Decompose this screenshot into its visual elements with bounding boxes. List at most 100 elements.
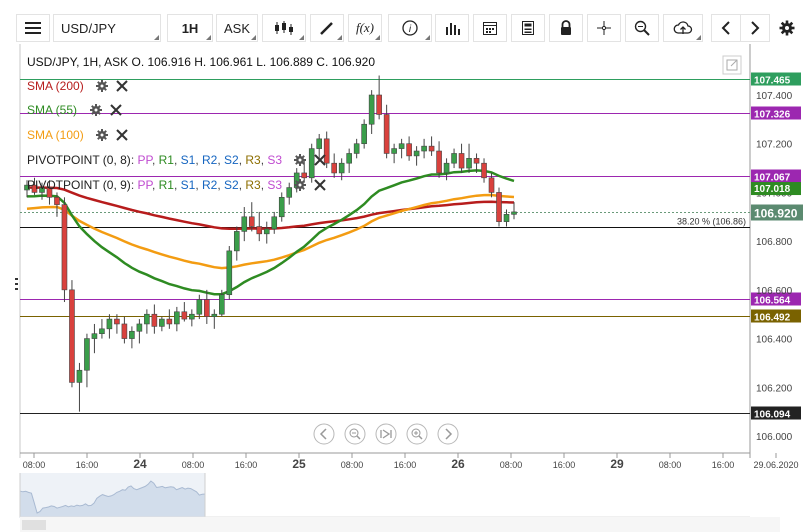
hline-label-bg-0 — [751, 72, 801, 86]
calendar-button[interactable] — [473, 14, 507, 42]
candle-body-34 — [278, 197, 285, 218]
sma100-gear-icon[interactable] — [96, 129, 108, 141]
candle-body-25 — [211, 313, 218, 317]
x-tick-0: 08:00 — [23, 460, 46, 470]
symbol-selector[interactable]: USD/JPY — [53, 14, 161, 42]
candle-body-62 — [488, 177, 495, 193]
volume-button[interactable] — [435, 14, 469, 42]
formula-button[interactable]: f(x) — [348, 14, 382, 42]
pivot2-gear-icon[interactable] — [294, 179, 306, 191]
x-tick-5: 25 — [292, 457, 306, 471]
crosshair-button[interactable] — [587, 14, 621, 42]
candle-body-18 — [159, 318, 165, 327]
candle-body-24 — [204, 299, 210, 317]
nav-back-button[interactable] — [313, 423, 335, 445]
expand-icon[interactable] — [722, 55, 742, 75]
last-price-tag — [751, 204, 803, 221]
y-tick-7: 106.000 — [756, 432, 793, 443]
candle-body-43 — [346, 153, 352, 164]
hline-label-bg-4 — [751, 309, 801, 323]
x-tick-12: 08:00 — [659, 460, 682, 470]
sma55-gear-icon[interactable] — [90, 104, 102, 116]
candle-body-45 — [361, 123, 367, 145]
legend-pivot1[interactable]: PIVOTPOINT (0, 8): PP, R1, S1, R2, S2, R… — [27, 153, 326, 167]
info-icon: i — [402, 20, 418, 36]
lock-button[interactable] — [549, 14, 583, 42]
legend-pivot2[interactable]: PIVOTPOINT (0, 9): PP, R1, S1, R2, S2, R… — [27, 178, 326, 192]
pivot1-close-icon[interactable] — [314, 154, 326, 166]
candle-body-60 — [473, 158, 480, 164]
candle-body-4 — [54, 197, 60, 205]
sma200-gear-icon[interactable] — [96, 80, 108, 92]
candle-body-11 — [106, 318, 113, 330]
volume-bars-icon — [446, 23, 460, 35]
timeframe-selector[interactable]: 1H — [167, 14, 213, 42]
pivot1-gear-icon[interactable] — [294, 154, 306, 166]
hline-label-3: 106.564 — [754, 296, 791, 307]
candle-body-61 — [481, 162, 487, 179]
hline-label-bg-3 — [751, 292, 801, 306]
sma200-label: SMA (200) — [27, 79, 84, 93]
navigator[interactable] — [19, 473, 780, 532]
sma100-close-icon[interactable] — [116, 129, 128, 141]
candle-body-58 — [458, 153, 465, 169]
settings-button[interactable] — [772, 14, 802, 42]
sma55-price-label: 107.018 — [754, 184, 791, 195]
sma200-line — [26, 186, 515, 231]
calculator-button[interactable] — [511, 14, 545, 42]
candle-body-2 — [39, 187, 45, 193]
candle-body-21 — [181, 311, 188, 320]
candle-body-57 — [451, 153, 457, 164]
hline-label-2: 107.067 — [754, 173, 791, 184]
price-chart[interactable]: 107.465 107.326 107.067 106.564 106.492 106.0… — [0, 44, 810, 532]
zoom-button[interactable] — [625, 14, 659, 42]
hline-label-bg-5 — [751, 406, 801, 420]
legend-sma200[interactable]: SMA (200) — [27, 79, 128, 93]
pivot2-label: PIVOTPOINT (0, 9): PP, R1, S1, R2, S2, R… — [27, 178, 282, 192]
scroll-left-button[interactable] — [711, 14, 741, 42]
candle-body-31 — [256, 226, 263, 235]
candle-body-64 — [503, 214, 510, 222]
candle-body-44 — [353, 143, 360, 154]
left-drag-handle[interactable] — [15, 278, 18, 290]
candle-body-23 — [196, 299, 203, 315]
info-button[interactable]: i — [388, 14, 432, 42]
nav-zoom-out-button[interactable] — [344, 423, 366, 445]
candle-type-button[interactable] — [262, 14, 306, 42]
candle-body-22 — [189, 313, 195, 320]
cloud-upload-icon — [673, 21, 693, 34]
candle-body-50 — [398, 143, 405, 149]
sma100-line — [26, 193, 515, 270]
candle-body-12 — [114, 318, 120, 325]
nav-forward-button[interactable] — [437, 423, 459, 445]
cloud-upload-button[interactable] — [663, 14, 703, 42]
x-tick-10: 16:00 — [553, 460, 576, 470]
nav-reset-button[interactable] — [375, 423, 397, 445]
formula-icon: f(x) — [355, 20, 375, 35]
candle-body-1 — [31, 184, 38, 193]
sma200-close-icon[interactable] — [116, 80, 128, 92]
candle-body-15 — [136, 323, 143, 332]
candle-body-6 — [69, 289, 75, 383]
nav-zoom-in-button[interactable] — [406, 423, 428, 445]
x-tick-4: 16:00 — [235, 460, 258, 470]
candle-body-32 — [263, 228, 270, 235]
candle-body-59 — [466, 158, 472, 169]
draw-button[interactable] — [310, 14, 344, 42]
price-side-selector[interactable]: ASK — [216, 14, 258, 42]
sma55-close-icon[interactable] — [110, 104, 122, 116]
candle-body-38 — [308, 148, 315, 179]
pivot2-close-icon[interactable] — [314, 179, 326, 191]
candle-body-63 — [496, 192, 502, 222]
y-tick-1: 107.200 — [756, 140, 793, 151]
legend-sma55[interactable]: SMA (55) — [27, 103, 122, 117]
candle-body-39 — [316, 138, 323, 149]
hline-label-0: 107.465 — [754, 76, 791, 87]
calculator-icon — [522, 21, 534, 35]
menu-button[interactable] — [16, 14, 50, 42]
x-tick-6: 08:00 — [341, 460, 364, 470]
candle-body-8 — [84, 338, 90, 371]
navigator-scroll-thumb[interactable] — [22, 520, 46, 530]
legend-sma100[interactable]: SMA (100) — [27, 128, 128, 142]
scroll-right-button[interactable] — [740, 14, 770, 42]
